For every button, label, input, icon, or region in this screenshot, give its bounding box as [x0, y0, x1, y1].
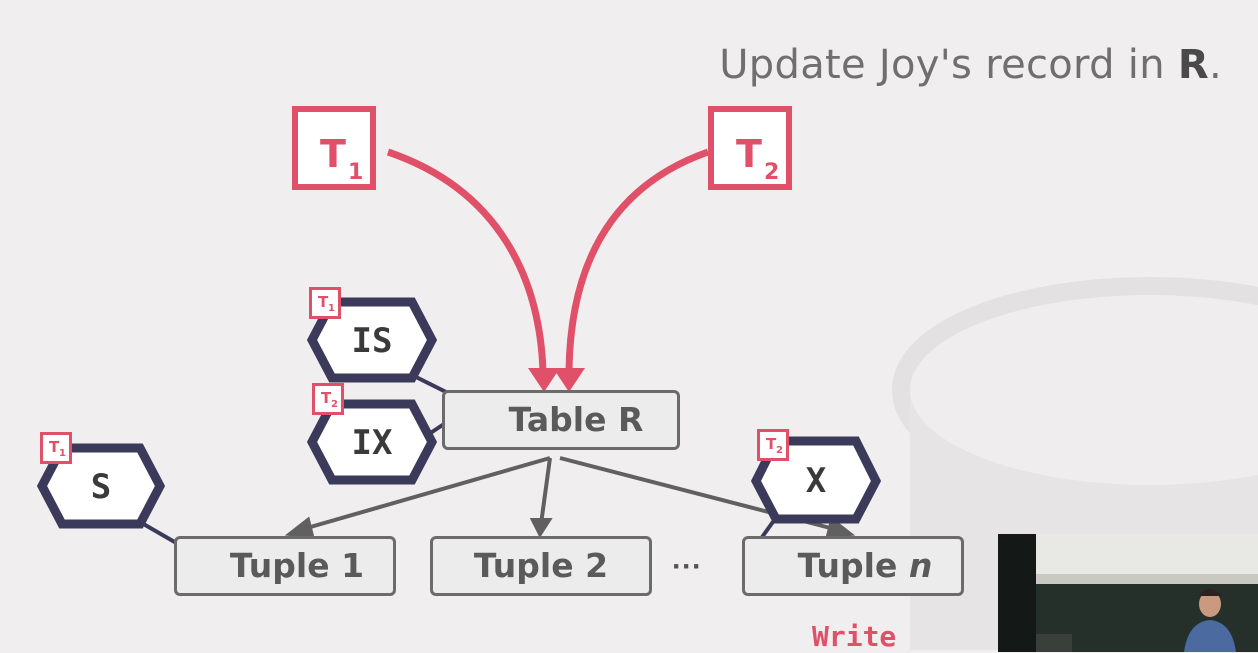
t2-arrow — [565, 148, 710, 373]
edge-table-tuple1 — [299, 456, 551, 532]
edge-table-tuple2 — [539, 457, 552, 525]
table-r-node: Table R — [442, 390, 680, 450]
slide-title: Update Joy's record in R. — [719, 42, 1222, 88]
ix-lock-label: IX — [351, 423, 393, 463]
s-lock-label: S — [90, 467, 112, 507]
write-operation-label: Write — [812, 620, 897, 653]
tuple-2-node: Tuple 2 — [430, 536, 652, 596]
t1-arrowhead — [528, 368, 560, 392]
t1-arrow — [386, 148, 547, 373]
ellipsis: ··· — [672, 550, 702, 583]
ix-lock-hexagon — [306, 399, 438, 485]
s-lock-hexagon — [36, 443, 166, 529]
is-lock-label: IS — [351, 321, 393, 361]
tuple-n-node: Tuple n — [742, 536, 964, 596]
x-lock-label: X — [805, 461, 827, 501]
is-lock-hexagon — [306, 297, 438, 383]
presenter-video-overlay — [998, 534, 1258, 652]
tree-edges — [284, 456, 856, 539]
t2-arrowhead — [553, 368, 585, 392]
video-frame — [998, 534, 1258, 652]
tuple-1-node: Tuple 1 — [174, 536, 396, 596]
